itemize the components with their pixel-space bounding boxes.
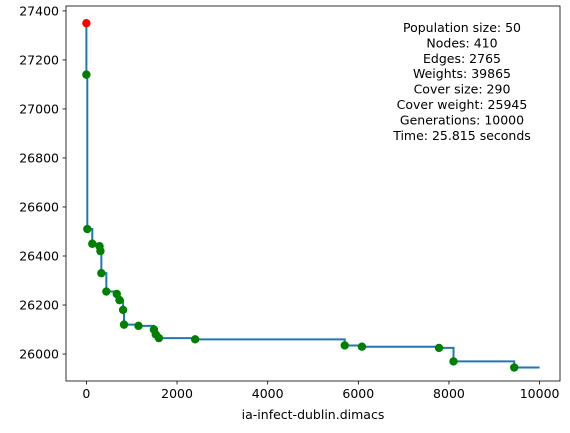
x-tick-label: 6000 [342,386,374,401]
stats-line: Weights: 39865 [413,66,511,81]
stats-line: Cover weight: 25945 [397,97,528,112]
y-tick-label: 26600 [19,199,59,214]
initial-point [82,18,91,28]
improvement-point [357,342,367,351]
x-tick-label: 0 [82,386,90,401]
plot-area [82,18,540,372]
stats-line: Nodes: 410 [426,35,497,50]
y-tick-label: 27200 [19,52,59,67]
axes-frame [65,5,561,382]
improvement-point [96,246,105,256]
improvement-point [115,295,124,305]
improvement-point [102,287,111,296]
improvement-point [190,335,200,344]
x-axis-label: ia-infect-dublin.dimacs [242,407,385,422]
y-axis-ticks: 26000 26200 26400 26600 26800 27000 27200 27400 [19,3,66,362]
y-tick-label: 26400 [19,249,59,264]
y-tick-label: 26200 [19,298,59,313]
improvement-point [434,343,444,353]
x-tick-label: 4000 [252,386,284,401]
x-tick-label: 8000 [433,386,465,401]
stats-line: Cover size: 290 [414,82,511,97]
improvement-point [83,224,92,234]
y-tick-label: 26800 [19,150,59,165]
improvement-point [119,320,129,329]
stats-line: Time: 25.815 seconds [392,128,531,143]
improvement-point [134,321,143,331]
improvement-point [510,363,519,372]
marker-layer [82,18,519,372]
improvement-point [340,341,349,350]
improvement-point [88,239,97,248]
stats-line: Edges: 2765 [423,51,501,66]
improvement-point [154,333,164,343]
stats-line: Population size: 50 [403,20,521,35]
stats-line: Generations: 10000 [400,112,524,127]
x-axis-ticks: 0 2000 4000 6000 8000 10000 [82,381,560,401]
improvement-point [97,268,106,278]
improvement-point [118,305,128,315]
improvement-point [82,70,91,79]
y-tick-label: 27000 [19,101,59,116]
x-tick-label: 2000 [161,386,193,401]
x-tick-label: 10000 [520,386,560,401]
y-tick-label: 26000 [19,347,59,362]
y-tick-label: 27400 [19,3,59,18]
improvement-point [449,357,458,366]
